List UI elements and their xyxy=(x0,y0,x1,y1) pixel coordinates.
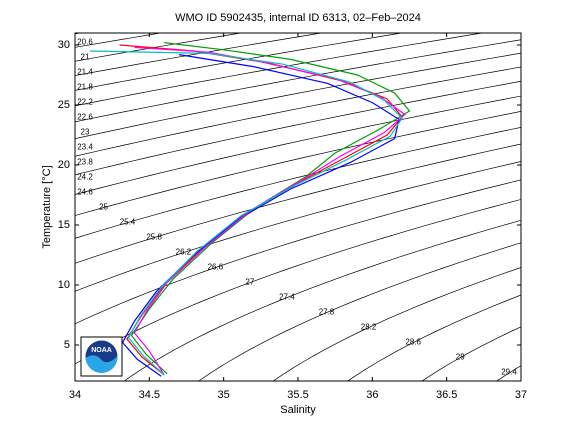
contour-label: 27.4 xyxy=(279,293,295,302)
x-axis-label: Salinity xyxy=(280,404,316,416)
isopycnal xyxy=(75,111,521,216)
profile xyxy=(133,46,406,376)
x-tick-label: 34 xyxy=(69,389,81,401)
logo: NOAA xyxy=(80,336,123,377)
contour-label: 26.6 xyxy=(208,263,224,272)
y-tick-label: 15 xyxy=(58,219,70,231)
isopycnal xyxy=(75,33,404,91)
contour-label: 21.8 xyxy=(77,83,93,92)
chart-title: WMO ID 5902435, internal ID 6313, 02–Feb… xyxy=(175,12,421,24)
contour-label: 25 xyxy=(99,203,108,212)
contour-label: 20.6 xyxy=(77,38,93,47)
logo-text: NOAA xyxy=(91,347,112,354)
isopycnal xyxy=(75,80,521,176)
x-tick-label: 37 xyxy=(515,389,527,401)
isopycnal xyxy=(272,267,521,381)
logo-wave xyxy=(85,355,118,374)
y-tick-label: 25 xyxy=(58,99,70,111)
contour-label: 25.8 xyxy=(146,233,162,242)
contour-label: 23.4 xyxy=(77,143,93,152)
profile xyxy=(121,54,400,377)
y-axis-label: Temperature [°C] xyxy=(41,165,53,248)
contour-label: 24.2 xyxy=(77,173,93,182)
isopycnal xyxy=(123,219,521,381)
contour-label: 24.6 xyxy=(77,188,93,197)
y-tick-label: 30 xyxy=(58,39,70,51)
isopycnal xyxy=(198,242,521,381)
contour-label: 29.4 xyxy=(501,368,517,377)
contour-label: 23.8 xyxy=(77,158,93,167)
x-tick-label: 36 xyxy=(366,389,378,401)
x-tick-label: 35 xyxy=(218,389,230,401)
contour-label: 22.2 xyxy=(77,98,93,107)
isopycnal xyxy=(347,294,521,381)
isopycnal xyxy=(75,33,485,107)
contour-label: 29 xyxy=(456,353,465,362)
contour-label: 26.2 xyxy=(176,248,192,257)
isopycnal xyxy=(75,126,521,239)
profiles xyxy=(89,42,411,377)
x-tick-label: 35.5 xyxy=(287,389,308,401)
y-tick-label: 10 xyxy=(58,279,70,291)
isopycnal xyxy=(75,66,521,157)
contour-label: 27.8 xyxy=(319,308,335,317)
isopycnal xyxy=(75,39,521,123)
y-tick-label: 20 xyxy=(58,159,70,171)
contour-label: 21.4 xyxy=(77,68,93,77)
profile xyxy=(89,50,403,376)
contour-label: 28.2 xyxy=(361,323,377,332)
contour-label: 21 xyxy=(81,53,90,62)
contour-label: 28.6 xyxy=(405,338,421,347)
isopycnal xyxy=(75,179,521,325)
plot-area xyxy=(75,33,521,381)
y-tick-label: 5 xyxy=(64,339,70,351)
contour-label: 25.4 xyxy=(120,218,136,227)
isopycnal xyxy=(75,161,521,292)
x-tick-label: 36.5 xyxy=(436,389,457,401)
x-tick-label: 34.5 xyxy=(139,389,160,401)
contour-label: 23 xyxy=(81,128,90,137)
contour-label: 22.6 xyxy=(77,113,93,122)
contour-labels: 20.6 21 21.4 21.8 22.2 22.6 23 23.4 23.8 24.2 24.6… xyxy=(77,38,517,377)
contour-label: 27 xyxy=(245,278,254,287)
isopycnal xyxy=(421,326,521,381)
